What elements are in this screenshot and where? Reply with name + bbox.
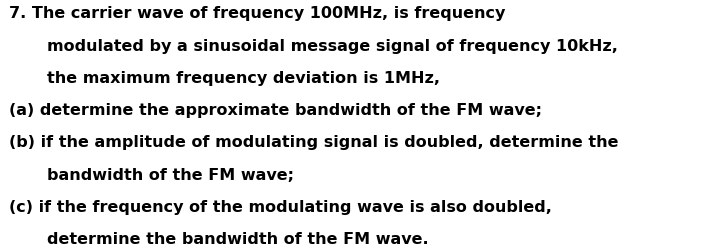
Text: (b) if the amplitude of modulating signal is doubled, determine the: (b) if the amplitude of modulating signa… (9, 135, 618, 150)
Text: 7. The carrier wave of frequency 100MHz, is frequency: 7. The carrier wave of frequency 100MHz,… (9, 6, 505, 21)
Text: the maximum frequency deviation is 1MHz,: the maximum frequency deviation is 1MHz, (47, 71, 440, 86)
Text: (c) if the frequency of the modulating wave is also doubled,: (c) if the frequency of the modulating w… (9, 200, 552, 215)
Text: modulated by a sinusoidal message signal of frequency 10kHz,: modulated by a sinusoidal message signal… (47, 39, 618, 54)
Text: determine the bandwidth of the FM wave.: determine the bandwidth of the FM wave. (47, 232, 428, 247)
Text: bandwidth of the FM wave;: bandwidth of the FM wave; (47, 168, 294, 183)
Text: (a) determine the approximate bandwidth of the FM wave;: (a) determine the approximate bandwidth … (9, 103, 541, 118)
